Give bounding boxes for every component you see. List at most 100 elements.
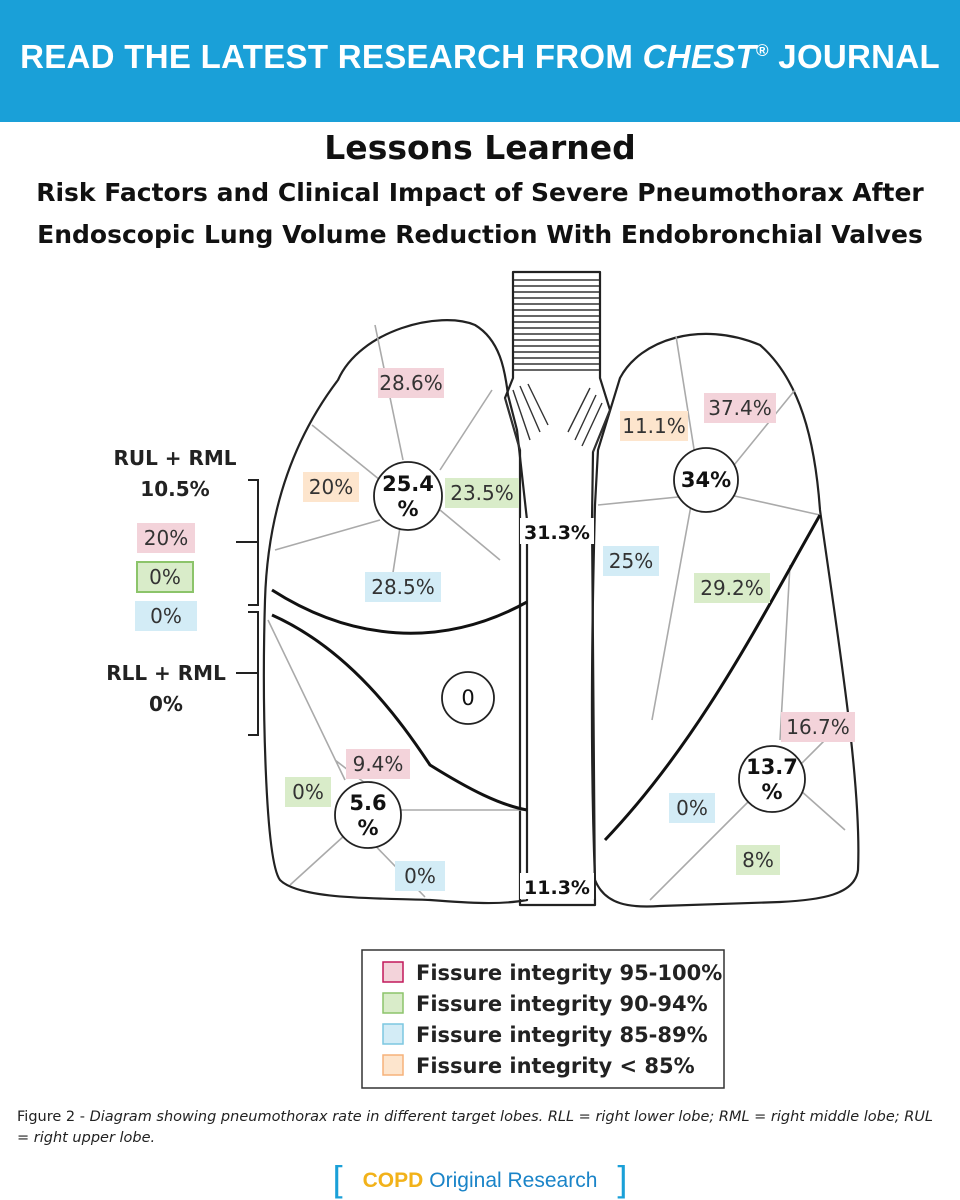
lll-total-unit: % <box>761 780 782 804</box>
lul-seg-4-box <box>694 573 770 603</box>
lul-seg-3-box <box>603 546 659 576</box>
rul-seg-3-label: 23.5% <box>450 481 514 505</box>
rul-rml-value: 10.5% <box>140 477 209 501</box>
combo-value-3-box <box>135 601 197 631</box>
rul-rml-label: RUL + RML <box>113 446 236 470</box>
combo-value-1: 20% <box>137 523 195 553</box>
lul-seg-2-box <box>704 393 776 423</box>
legend-swatch <box>382 992 404 1014</box>
lul-total-value: 34% <box>681 468 731 492</box>
legend-item: Fissure integrity < 85% <box>382 1054 695 1078</box>
legend-box <box>361 949 725 1089</box>
rll-total-unit: % <box>357 816 378 840</box>
rul-seg-1-box <box>378 368 444 398</box>
bracket-close: ] <box>617 1158 628 1199</box>
brackets <box>236 479 259 736</box>
rll-seg-3-label: 0% <box>404 864 436 888</box>
lll-seg-3-label: 8% <box>742 848 774 872</box>
lll-total-circle <box>738 745 806 813</box>
right-horizontal-fissure <box>271 588 528 635</box>
rll-total-value: 5.6 <box>349 791 386 815</box>
registered-mark: ® <box>756 41 769 60</box>
lul-seg-3: 25% <box>603 546 659 576</box>
trachea-upper-value-bg <box>520 518 594 544</box>
rul-seg-2: 20% <box>303 472 359 502</box>
rll-seg-2-label: 0% <box>292 780 324 804</box>
legend-item: Fissure integrity 95-100% <box>382 961 722 985</box>
rul-total-value: 25.4 <box>382 472 434 496</box>
legend-swatch <box>382 961 404 983</box>
rul-seg-3-box <box>445 478 519 508</box>
lll-seg-2-label: 0% <box>676 796 708 820</box>
legend-label: Fissure integrity 85-89% <box>416 1023 708 1047</box>
lll-seg-1: 16.7% <box>781 712 855 742</box>
rll-total: 5.6% <box>334 781 402 849</box>
labels: 28.6% 20% 23.5% 28.5% 9.4% 0% 0% 11.1% 37.4% 25% 2… <box>106 368 855 899</box>
rul-seg-3: 23.5% <box>445 478 519 508</box>
right-oblique-fissure <box>271 613 528 812</box>
legend-swatch <box>382 1054 404 1076</box>
header-banner: READ THE LATEST RESEARCH FROM CHEST® JOU… <box>0 0 960 122</box>
rll-seg-1: 9.4% <box>346 749 410 779</box>
combo-value-2-box <box>136 561 194 593</box>
figure-caption: Figure 2 - Diagram showing pneumothorax … <box>17 1109 934 1146</box>
lul-seg-2: 37.4% <box>704 393 776 423</box>
lul-seg-1-box <box>620 411 688 441</box>
trachea-lower-value-label: 11.3% <box>524 877 590 899</box>
lul-seg-4: 29.2% <box>694 573 770 603</box>
rll-seg-1-box <box>346 749 410 779</box>
rul-total-circle <box>373 461 443 531</box>
trachea-lower-value: 11.3% <box>520 873 594 899</box>
rll-rml-label: RLL + RML <box>106 661 226 685</box>
subtitle-line-2: Endoscopic Lung Volume Reduction With En… <box>37 220 923 249</box>
legend-label: Fissure integrity < 85% <box>416 1054 695 1078</box>
combo-value-2-label: 0% <box>149 565 181 589</box>
banner-text: READ THE LATEST RESEARCH FROM CHEST® JOU… <box>20 38 940 75</box>
trachea-rings <box>514 279 599 371</box>
legend: Fissure integrity 95-100% Fissure integri… <box>382 961 722 1078</box>
subtitle-line-1: Risk Factors and Clinical Impact of Seve… <box>36 178 924 207</box>
rul-seg-2-box <box>303 472 359 502</box>
legend-swatch <box>382 1023 404 1045</box>
footer: [COPD Original Research] <box>0 1158 960 1200</box>
lul-seg-2-label: 37.4% <box>708 396 772 420</box>
page-title: Lessons Learned <box>324 128 636 167</box>
lll-seg-2-box <box>669 793 715 823</box>
lul-seg-4-label: 29.2% <box>700 576 764 600</box>
fissures <box>271 514 822 842</box>
rll-rml-value: 0% <box>149 692 183 716</box>
lll-total: 13.7% <box>738 745 806 813</box>
legend-label: Fissure integrity 90-94% <box>416 992 708 1016</box>
lul-seg-1: 11.1% <box>620 411 688 441</box>
lung-diagram: Fissure integrity 95-100% Fissure integri… <box>106 270 860 1089</box>
legend-label: Fissure integrity 95-100% <box>416 961 722 985</box>
lul-seg-3-label: 25% <box>609 549 653 573</box>
rll-seg-2-box <box>285 777 331 807</box>
left-oblique-fissure <box>603 514 822 842</box>
rll-total-circle <box>334 781 402 849</box>
combo-value-2: 0% <box>136 561 194 593</box>
combo-value-3: 0% <box>135 601 197 631</box>
rul-total-unit: % <box>397 497 418 521</box>
rul-seg-1: 28.6% <box>378 368 444 398</box>
lll-seg-3: 8% <box>736 845 780 875</box>
legend-item: Fissure integrity 90-94% <box>382 992 708 1016</box>
bronchi <box>504 383 611 453</box>
right-lung-outline <box>262 319 529 905</box>
left-lung-outline <box>590 332 860 908</box>
combo-value-3-label: 0% <box>150 604 182 628</box>
trachea-lower-value-bg <box>520 873 594 899</box>
legend-item: Fissure integrity 85-89% <box>382 1023 708 1047</box>
combo-value-1-box <box>137 523 195 553</box>
journal-name: CHEST <box>642 38 756 75</box>
rul-seg-4-label: 28.5% <box>371 575 435 599</box>
rml-total-circle <box>441 671 495 725</box>
trachea-upper-value: 31.3% <box>520 518 594 544</box>
lll-seg-1-box <box>781 712 855 742</box>
lll-seg-1-label: 16.7% <box>786 715 850 739</box>
rll-seg-3-box <box>395 861 445 891</box>
rll-seg-3: 0% <box>395 861 445 891</box>
bracket-open: [ <box>332 1158 343 1199</box>
trachea-upper-value-label: 31.3% <box>524 522 590 544</box>
rml-total: 0 <box>441 671 495 725</box>
